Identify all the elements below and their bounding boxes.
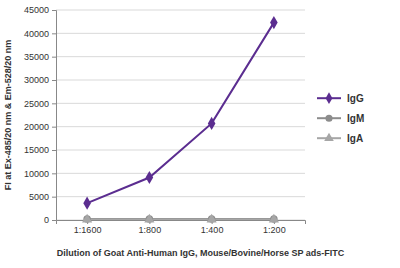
- x-axis-title: Dilution of Goat Anti-Human IgG, Mouse/B…: [57, 248, 345, 258]
- point-marker: [270, 16, 278, 29]
- y-tick-mark: [52, 57, 56, 58]
- y-tick-label: 35000: [24, 52, 49, 62]
- series-line: [87, 218, 274, 220]
- point-marker: [83, 197, 91, 210]
- y-tick: 30000: [24, 75, 56, 85]
- y-tick-label: 25000: [24, 99, 49, 109]
- y-axis-title: FI at Ex-485/20 nm & Em-528/20 nm: [3, 40, 13, 191]
- y-axis-line: [52, 11, 57, 221]
- y-tick-label: 15000: [24, 145, 49, 155]
- y-tick-label: 0: [44, 215, 49, 225]
- y-tick-label: 10000: [24, 169, 49, 179]
- x-tick-label: 1:200: [263, 225, 286, 235]
- grid-line: [56, 173, 305, 174]
- y-tick: 20000: [24, 122, 56, 132]
- point-marker: [82, 214, 92, 223]
- grid-line: [56, 80, 305, 81]
- y-tick-mark: [52, 127, 56, 128]
- y-tick-mark: [52, 103, 56, 104]
- y-tick-mark: [52, 33, 56, 34]
- y-tick: 10000: [24, 169, 56, 179]
- y-tick-label: 20000: [24, 122, 49, 132]
- grid-line: [56, 126, 305, 127]
- y-tick-mark: [52, 173, 56, 174]
- point-marker: [144, 214, 154, 223]
- legend: IgG IgM IgA: [317, 92, 364, 143]
- y-tick-mark: [52, 150, 56, 151]
- grid: [56, 10, 305, 220]
- y-axis: 0 5000 10000 15000 20000 25000 30000 35000 40000…: [24, 5, 57, 225]
- plot: 0 5000 10000 15000 20000 25000 30000 35000 40000…: [24, 5, 306, 235]
- y-tick-mark: [52, 10, 56, 11]
- legend-label: IgA: [347, 133, 363, 144]
- legend-label: IgG: [347, 93, 364, 104]
- y-tick-mark: [52, 197, 56, 198]
- y-tick: 40000: [24, 29, 56, 39]
- grid-line: [56, 103, 305, 104]
- lines: [87, 23, 274, 220]
- legend-item: IgG: [317, 92, 364, 104]
- markers: [82, 16, 279, 223]
- legend-label: IgM: [347, 113, 364, 124]
- x-axis-line: [57, 221, 306, 225]
- y-tick-mark: [52, 80, 56, 81]
- point-marker: [207, 214, 217, 223]
- x-tick-label: 1:1600: [74, 225, 102, 235]
- legend-marker: [325, 115, 332, 122]
- grid-line: [56, 196, 305, 197]
- y-tick: 35000: [24, 52, 56, 62]
- legend-marker: [324, 133, 334, 141]
- series-line: [87, 219, 274, 220]
- point-marker: [269, 214, 279, 223]
- point-marker: [146, 171, 154, 184]
- x-axis: 1:1600 1:800 1:400 1:200: [57, 220, 306, 235]
- y-tick-label: 40000: [24, 29, 49, 39]
- grid-line: [56, 56, 305, 57]
- chart: 0 5000 10000 15000 20000 25000 30000 35000 40000…: [0, 0, 400, 268]
- legend-item: IgA: [317, 133, 363, 144]
- point-marker: [208, 117, 216, 130]
- y-tick: 15000: [24, 145, 56, 155]
- x-tick-label: 1:400: [201, 225, 224, 235]
- legend-item: IgM: [317, 113, 364, 124]
- y-tick: 0: [44, 215, 56, 225]
- y-tick-label: 30000: [24, 75, 49, 85]
- y-tick: 45000: [24, 5, 56, 15]
- y-tick-label: 45000: [24, 5, 49, 15]
- y-tick: 25000: [24, 99, 56, 109]
- series-line: [87, 23, 274, 204]
- y-tick-mark: [52, 220, 56, 221]
- x-tick-label: 1:800: [139, 225, 162, 235]
- grid-line: [56, 10, 305, 11]
- legend-marker: [326, 92, 333, 104]
- y-tick: 5000: [29, 192, 56, 202]
- y-tick-label: 5000: [29, 192, 49, 202]
